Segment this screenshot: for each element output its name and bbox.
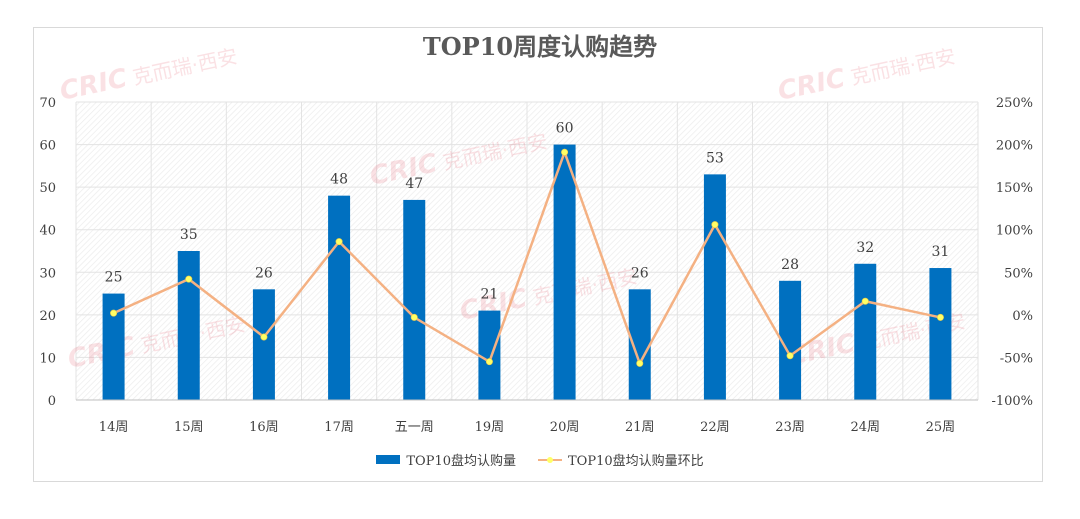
axis-ticks: 0 10 20 30 40 50 60 70 -100% -50% 0% 50% 100% 150% 200… [39,96,1033,435]
y-right-tick-label: 150% [996,181,1033,196]
bar-value-label: 25 [105,270,123,286]
y-left-tick-label: 60 [39,139,56,154]
svg-text:CRIC: CRIC [775,63,848,106]
line-point [786,352,794,360]
bar [252,289,275,400]
line-point [185,275,193,283]
line-point [110,309,118,317]
line-point [335,238,343,246]
x-tick-label: 23周 [775,420,805,435]
bar [929,268,952,400]
line-point [410,313,418,321]
x-tick-label: 21周 [625,420,655,435]
x-tick-label: 五一周 [395,420,434,435]
line-point [861,297,869,305]
legend-item-bar: TOP10盘均认购量 [376,450,516,469]
y-right-tick-label: 100% [996,224,1033,239]
line-point [936,313,944,321]
bar-value-label: 60 [556,121,574,137]
y-right-tick-label: -50% [1000,351,1033,366]
y-left-tick-label: 10 [39,351,56,366]
x-tick-label: 25周 [926,420,956,435]
bar-value-label: 32 [856,240,874,256]
line-path [113,148,941,367]
line-point [485,358,493,366]
legend-swatch-bar [376,455,401,464]
line-point [260,333,268,341]
legend-item-line: TOP10盘均认购量环比 [538,450,704,469]
y-right-tick-label: 50% [1004,266,1033,281]
bar-value-label: 31 [932,244,950,260]
y-right-tick-label: -100% [991,394,1033,409]
legend: TOP10盘均认购量 TOP10盘均认购量环比 [0,450,1080,469]
bar-value-label: 26 [631,265,649,281]
y-right-tick-label: 200% [996,139,1033,154]
chart-title: TOP10周度认购趋势 [422,32,658,61]
x-tick-label: 17周 [324,420,354,435]
bar-value-label: 28 [781,257,799,273]
data-labels: 25 35 26 48 47 21 60 26 53 28 32 31 [105,121,950,303]
legend-swatch-line [538,456,562,463]
line-series [110,148,944,367]
x-tick-label: 14周 [99,420,129,435]
bar [779,280,802,400]
svg-text:CRIC: CRIC [57,63,130,106]
y-right-tick-label: 0% [1012,309,1033,324]
bar-value-label: 48 [330,172,348,188]
y-right-tick-label: 250% [996,96,1033,111]
line-point [711,221,719,229]
bar-value-label: 47 [405,176,423,192]
x-tick-label: 22周 [700,420,730,435]
x-tick-label: 24周 [850,420,880,435]
svg-text:克而瑞·西安: 克而瑞·西安 [130,44,239,90]
bar [177,251,200,400]
bar-value-label: 35 [180,227,198,243]
bar [102,293,125,400]
bar-value-label: 21 [481,287,499,303]
x-tick-label: 15周 [174,420,204,435]
bar [703,174,726,400]
x-tick-label: 16周 [249,420,279,435]
bar [478,310,501,400]
y-left-tick-label: 20 [39,309,56,324]
bar [553,144,576,400]
bar-value-label: 53 [706,150,724,166]
bar [328,195,351,400]
line-point [636,359,644,367]
bar-value-label: 26 [255,265,273,281]
legend-label-line: TOP10盘均认购量环比 [568,454,704,469]
bar [628,289,651,400]
line-point [561,148,569,156]
x-tick-label: 19周 [475,420,505,435]
bar [854,263,877,400]
bar [403,199,426,400]
legend-label-bar: TOP10盘均认购量 [406,454,516,469]
bar-series [102,144,952,400]
y-left-tick-label: 50 [39,181,56,196]
y-left-tick-label: 70 [39,96,56,111]
y-left-tick-label: 0 [48,394,56,409]
y-left-tick-label: 30 [39,266,56,281]
y-left-tick-label: 40 [39,224,56,239]
svg-text:克而瑞·西安: 克而瑞·西安 [848,44,957,90]
x-tick-label: 20周 [550,420,580,435]
